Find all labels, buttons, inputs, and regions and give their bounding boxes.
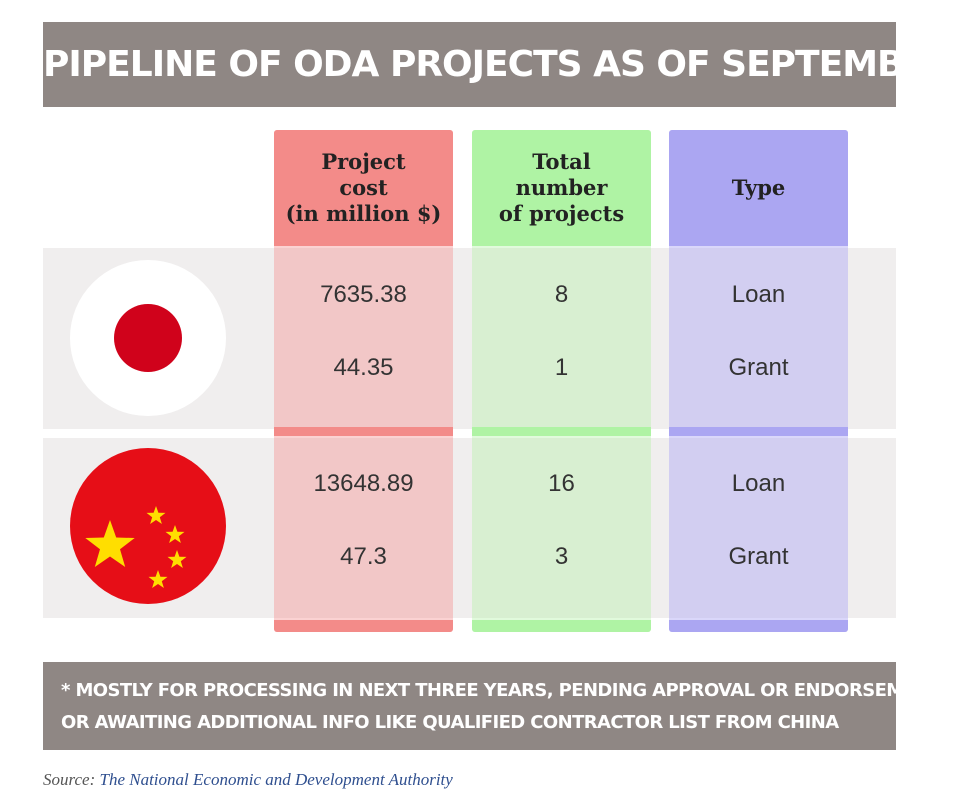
infographic: PIPELINE OF ODA PROJECTS AS OF SEPTEMBER…	[43, 22, 896, 750]
project-count-header-line: of projects	[498, 201, 625, 226]
footnote-banner	[43, 662, 896, 750]
type-header: Type	[669, 130, 848, 246]
cost-column-divider	[274, 427, 453, 436]
project-cost-header: Project cost (in million $)	[274, 130, 453, 246]
project-cost-value: 47.3	[340, 543, 387, 570]
project-type-value: Loan	[731, 281, 786, 308]
source-credit: Source: The National Economic and Develo…	[43, 768, 453, 792]
project-count-value: 1	[554, 354, 569, 381]
source-link[interactable]: The National Economic and Development Au…	[99, 770, 453, 789]
title-banner	[43, 22, 896, 107]
source-label: Source:	[43, 770, 96, 789]
project-count-value: 3	[554, 543, 569, 570]
project-count-header-line: Total	[532, 149, 591, 174]
project-cost-header-line: (in million $)	[285, 201, 442, 226]
project-type-value: Grant	[728, 543, 789, 570]
type-column-divider	[669, 427, 848, 436]
project-cost-value: 7635.38	[320, 281, 407, 308]
infographic-title: PIPELINE OF ODA PROJECTS AS OF SEPTEMBER…	[43, 44, 896, 85]
type-header-line: Type	[731, 175, 786, 200]
project-count-value: 16	[548, 470, 575, 497]
count-column-divider	[472, 427, 651, 436]
project-cost-value: 44.35	[333, 354, 394, 381]
project-count-value: 8	[554, 281, 569, 308]
project-cost-value: 13648.89	[313, 470, 414, 497]
count-column-footer	[472, 620, 651, 632]
project-count-header-line: number	[515, 175, 608, 200]
project-cost-header-line: cost	[339, 175, 388, 200]
japan-flag-icon	[70, 260, 226, 416]
project-count-header: Total number of projects	[472, 130, 651, 246]
cost-column-footer	[274, 620, 453, 632]
project-type-value: Grant	[728, 354, 789, 381]
project-cost-header-line: Project	[321, 149, 406, 174]
china-flag-icon	[70, 448, 226, 604]
project-type-value: Loan	[731, 470, 786, 497]
footnote-line: OR AWAITING ADDITIONAL INFO LIKE QUALIFI…	[61, 712, 839, 733]
footnote-line: * MOSTLY FOR PROCESSING IN NEXT THREE YE…	[61, 680, 896, 701]
type-column-footer	[669, 620, 848, 632]
